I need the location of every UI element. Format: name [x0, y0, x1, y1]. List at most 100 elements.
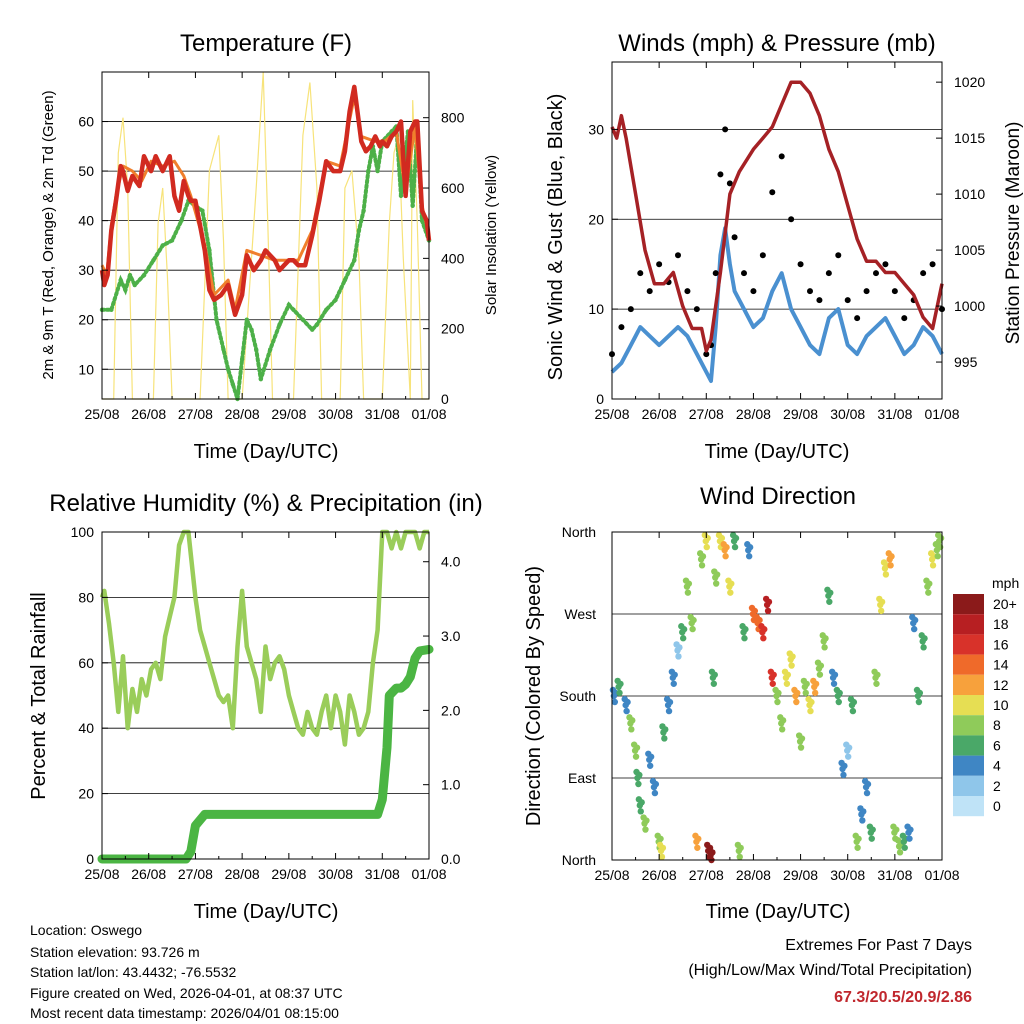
xtick-label: 28/08: [736, 406, 771, 422]
colorbar-label: 2: [993, 778, 1001, 794]
extremes-title: Extremes For Past 7 Days: [785, 937, 972, 954]
direction-point: [802, 689, 809, 697]
dewpoint-point: [123, 287, 128, 293]
speed-colorbar: mph 20+ 18 16 14 12 10 8 6 4 2 0: [953, 575, 1019, 817]
winds-y2label: Station Pressure (Maroon): [1003, 122, 1024, 345]
direction-point: [779, 717, 787, 724]
gust-point: [637, 270, 644, 277]
colorbar-label: 12: [993, 677, 1009, 693]
xtick-label: 26/08: [131, 866, 166, 882]
dewpoint-point: [314, 322, 320, 327]
direction-point: [911, 616, 919, 624]
humidity-xlabel: Time (Day/UTC): [194, 901, 339, 923]
ytick-label: 60: [78, 655, 94, 671]
xtick-label: 25/08: [594, 406, 629, 422]
direction-point: [633, 744, 641, 751]
xtick-label: 30/08: [830, 406, 865, 422]
winddir-points: [609, 531, 945, 864]
direction-point: [934, 553, 941, 560]
direction-point: [808, 698, 815, 706]
direction-point: [830, 680, 838, 687]
gust-point: [891, 288, 898, 295]
dewpoint-point: [207, 248, 212, 253]
xtick-label: 28/08: [225, 406, 260, 422]
gust-point: [807, 288, 813, 295]
direction-point: [760, 635, 767, 642]
xtick-label: 31/08: [365, 406, 400, 422]
y2tick-label: 800: [441, 110, 465, 126]
gust-point: [854, 315, 861, 322]
temperature-xlabel: Time (Day/UTC): [194, 441, 339, 463]
colorbar-swatch: [953, 614, 984, 635]
direction-point: [765, 598, 773, 606]
direction-point: [906, 835, 913, 842]
ytick-label: 20: [78, 786, 94, 802]
colorbar-swatch: [953, 715, 984, 736]
gust-point: [882, 261, 889, 268]
ytick-label: 30: [588, 121, 604, 137]
dewpoint-point: [221, 347, 226, 352]
direction-point: [841, 762, 848, 770]
dewpoint-point: [169, 238, 175, 243]
direction-point: [731, 543, 739, 551]
direction-point: [822, 635, 829, 642]
direction-point: [849, 707, 857, 715]
y2tick-label: 1015: [954, 130, 985, 146]
ytick-label: 40: [78, 213, 94, 229]
direction-point: [844, 753, 852, 760]
colorbar-swatch: [953, 695, 984, 716]
gust-point: [863, 288, 870, 295]
direction-point: [718, 534, 726, 542]
direction-point: [840, 771, 847, 779]
dewpoint-point: [342, 277, 348, 283]
dewpoint-point: [277, 322, 282, 327]
winddir-xlabel: Time (Day/UTC): [706, 901, 851, 923]
direction-point: [887, 562, 894, 569]
direction-point: [666, 698, 674, 706]
gust-point: [929, 261, 936, 268]
dewpoint-point: [291, 307, 296, 313]
direction-point: [807, 707, 814, 715]
direction-point: [869, 826, 876, 833]
temperature-panel: Temperature (F) 102030405060020040060080…: [40, 30, 500, 463]
ytick-label: North: [562, 524, 596, 540]
direction-point: [794, 689, 801, 697]
created-text: Figure created on Wed, 2026-04-01, at 08…: [30, 985, 343, 1001]
dewpoint-point: [239, 357, 245, 362]
direction-point: [910, 625, 918, 633]
recent-data-text: Most recent data timestamp: 2026/04/01 0…: [30, 1005, 339, 1021]
direction-point: [637, 808, 644, 815]
xtick-label: 27/08: [178, 866, 213, 882]
colorbar-swatch: [953, 775, 984, 796]
direction-point: [675, 653, 682, 660]
dewpoint-point: [375, 168, 380, 174]
extremes-values: 67.3/20.5/20.9/2.86: [834, 989, 972, 1006]
direction-point: [652, 780, 660, 788]
humidity-series: [97, 529, 434, 864]
direction-point: [741, 635, 748, 642]
dewpoint-point: [253, 347, 259, 352]
xtick-label: 01/08: [411, 406, 446, 422]
direction-point: [737, 844, 744, 852]
direction-point: [698, 562, 706, 569]
gust-point: [778, 153, 785, 160]
xtick-label: 26/08: [642, 867, 677, 883]
colorbar-label: 16: [993, 636, 1009, 652]
direction-point: [778, 726, 786, 733]
y2tick-label: 1005: [954, 242, 985, 258]
direction-point: [745, 553, 753, 560]
direction-point: [784, 671, 792, 678]
direction-point: [670, 680, 677, 687]
colorbar-label: 10: [993, 697, 1009, 713]
ytick-label: South: [559, 688, 596, 704]
temperature-title: Temperature (F): [180, 30, 352, 57]
direction-point: [836, 689, 843, 697]
dewpoint-point: [151, 258, 156, 263]
direction-point: [798, 735, 806, 742]
direction-point: [915, 698, 923, 706]
direction-point: [616, 689, 623, 697]
direction-point: [816, 671, 824, 678]
gust-point: [717, 171, 724, 178]
direction-point: [831, 671, 839, 678]
